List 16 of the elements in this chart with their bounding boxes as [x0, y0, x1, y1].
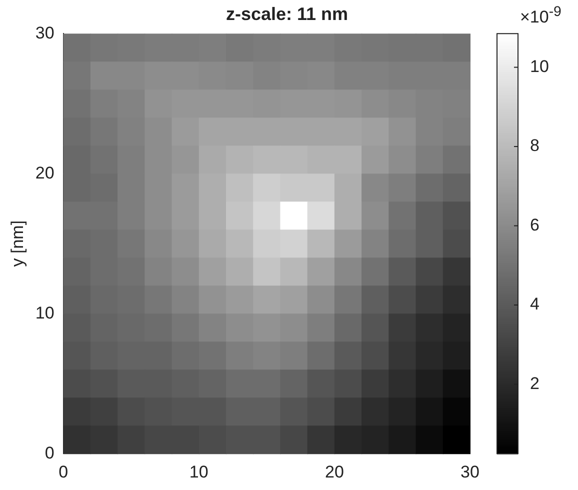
text: ×10$^{-9}$: [520, 4, 562, 28]
color-bar-label: 2: [530, 374, 540, 393]
x-tick-label: 0: [58, 462, 68, 482]
y-axis-title: y [nm]: [8, 220, 27, 267]
color-bar-label: 6: [530, 215, 540, 234]
x-tick-label: 20: [324, 462, 344, 482]
color-bar-label: 8: [530, 136, 540, 156]
y-tick-label: 20: [35, 163, 54, 182]
y-tick-label: 30: [35, 23, 54, 42]
color-bar-label: 10: [530, 56, 549, 76]
chart-title: z-scale: 11 nm: [226, 4, 348, 24]
color-bar-label: 4: [530, 294, 540, 314]
x-tick-label: 30: [460, 462, 480, 482]
y-tick-label: 10: [35, 303, 54, 322]
y-tick-label: 0: [44, 443, 54, 462]
x-tick-label: 10: [189, 462, 208, 482]
